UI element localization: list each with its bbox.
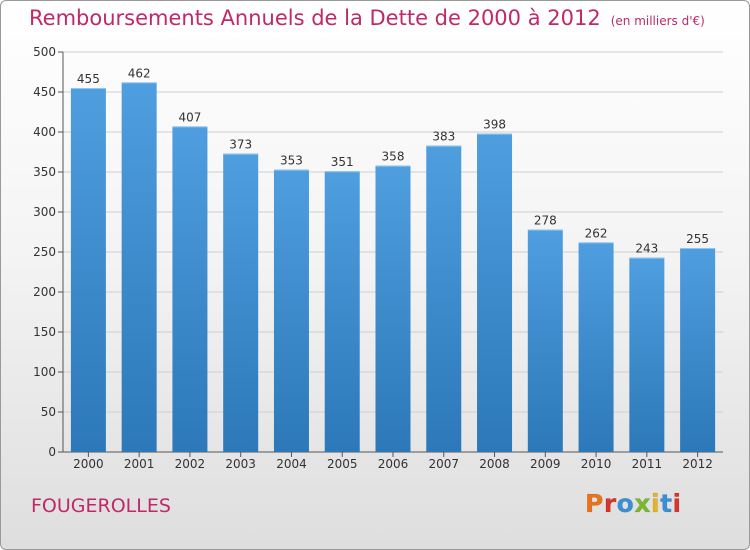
value-label-2005: 351 bbox=[331, 155, 354, 169]
value-label-2008: 398 bbox=[483, 118, 506, 132]
logo-letter: r bbox=[603, 489, 617, 519]
x-tick-label-2011: 2011 bbox=[632, 457, 663, 471]
bar-2011 bbox=[629, 257, 665, 452]
logo-letter: t bbox=[660, 489, 673, 519]
y-tick-label: 400 bbox=[33, 125, 56, 139]
bar-2004 bbox=[273, 169, 309, 452]
chart-title-main: Remboursements Annuels de la Dette de 20… bbox=[29, 6, 601, 30]
x-tick-label-2006: 2006 bbox=[378, 457, 409, 471]
x-tick-label-2005: 2005 bbox=[327, 457, 358, 471]
logo-letter: i bbox=[651, 489, 661, 519]
bar-2001 bbox=[121, 82, 157, 453]
chart-title: Remboursements Annuels de la Dette de 20… bbox=[29, 6, 705, 30]
bar-2005 bbox=[324, 171, 360, 452]
value-label-2009: 278 bbox=[534, 214, 557, 228]
bar-2012 bbox=[680, 248, 716, 452]
value-label-2002: 407 bbox=[178, 110, 201, 124]
value-label-2012: 255 bbox=[686, 232, 709, 246]
commune-name: FOUGEROLLES bbox=[31, 495, 171, 517]
x-tick-label-2002: 2002 bbox=[175, 457, 206, 471]
bar-2000 bbox=[70, 88, 106, 452]
y-tick-label: 200 bbox=[33, 285, 56, 299]
bar-2007 bbox=[426, 145, 462, 452]
x-tick-label-2001: 2001 bbox=[124, 457, 155, 471]
y-tick-label: 500 bbox=[33, 45, 56, 59]
logo-letter: x bbox=[634, 489, 651, 519]
proxiti-logo[interactable]: Proxiti bbox=[585, 489, 682, 519]
x-tick-label-2007: 2007 bbox=[428, 457, 459, 471]
value-label-2010: 262 bbox=[585, 226, 608, 240]
value-label-2011: 243 bbox=[635, 242, 658, 256]
x-tick-label-2000: 2000 bbox=[73, 457, 104, 471]
value-labels: 455 462 407 373 353 351 358 383 398 278 262 243 255 bbox=[77, 66, 709, 255]
y-tick-label: 150 bbox=[33, 325, 56, 339]
y-tick-label: 0 bbox=[48, 445, 56, 459]
y-tick-label: 50 bbox=[41, 405, 56, 419]
value-label-2006: 358 bbox=[382, 150, 405, 164]
y-tick-label: 350 bbox=[33, 165, 56, 179]
x-tick-label-2010: 2010 bbox=[581, 457, 612, 471]
bar-2010 bbox=[578, 242, 614, 452]
logo-letter: P bbox=[585, 489, 604, 519]
x-tick-labels: 2000 2001 2002 2003 2004 2005 2006 2007 2008 2009… bbox=[73, 452, 713, 471]
bar-2006 bbox=[375, 165, 411, 452]
x-tick-label-2008: 2008 bbox=[479, 457, 510, 471]
x-tick-label-2012: 2012 bbox=[682, 457, 713, 471]
x-tick-label-2003: 2003 bbox=[225, 457, 256, 471]
y-tick-label: 300 bbox=[33, 205, 56, 219]
value-label-2003: 373 bbox=[229, 138, 252, 152]
x-tick-label-2009: 2009 bbox=[530, 457, 561, 471]
value-label-2007: 383 bbox=[432, 130, 455, 144]
value-label-2000: 455 bbox=[77, 72, 100, 86]
y-tick-labels: 0 50 100 150 200 250 300 350 400 450 500 bbox=[33, 45, 56, 459]
y-tick-label: 450 bbox=[33, 85, 56, 99]
logo-letter: i bbox=[672, 489, 682, 519]
bar-2009 bbox=[527, 229, 563, 452]
bar-2002 bbox=[172, 126, 208, 453]
chart-title-unit: (en milliers d'€) bbox=[610, 14, 705, 28]
bars bbox=[70, 82, 716, 453]
x-tick-label-2004: 2004 bbox=[276, 457, 307, 471]
logo-letter: o bbox=[616, 489, 635, 519]
y-tick-label: 250 bbox=[33, 245, 56, 259]
bar-2003 bbox=[223, 153, 259, 452]
y-tick-label: 100 bbox=[33, 365, 56, 379]
bar-2008 bbox=[477, 133, 513, 452]
value-label-2004: 353 bbox=[280, 154, 303, 168]
value-label-2001: 462 bbox=[128, 66, 151, 80]
